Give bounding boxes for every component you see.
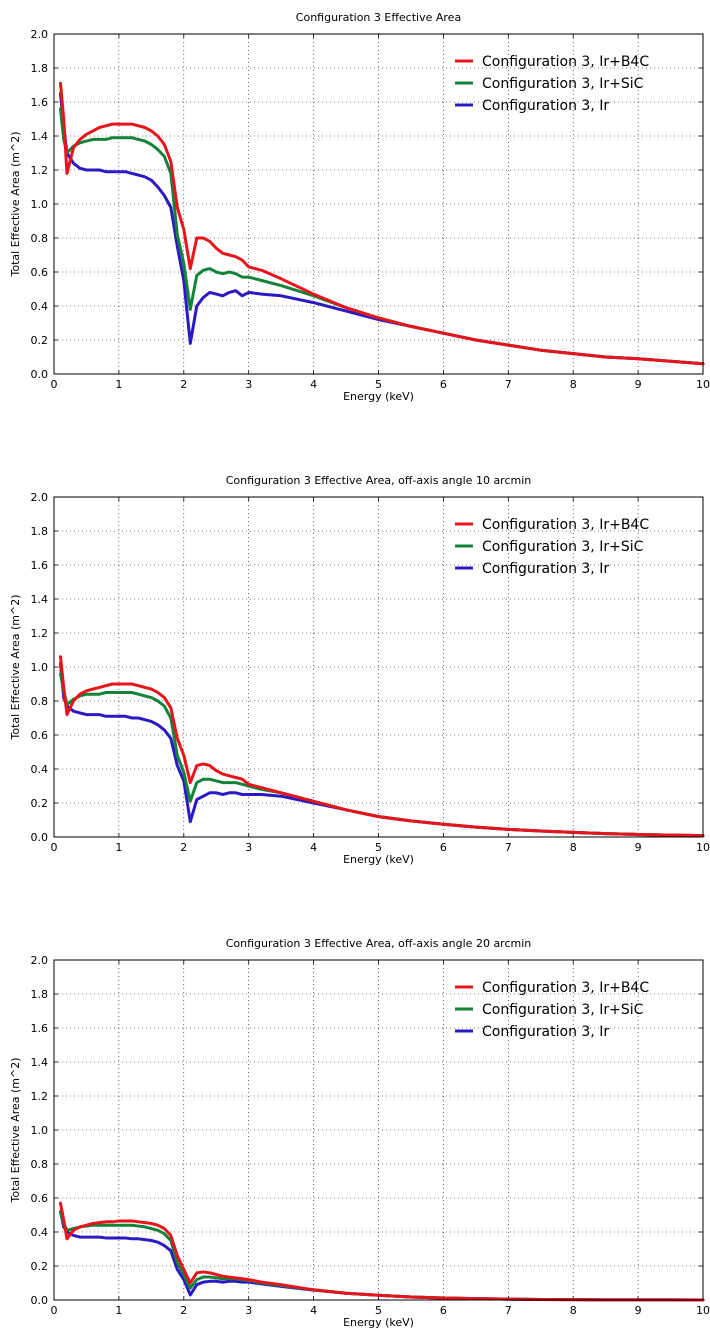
- legend-entry: Configuration 3, Ir+B4C: [482, 54, 649, 70]
- series-line-3: [58, 662, 705, 838]
- y-tick-label: 0.2: [31, 797, 49, 810]
- chart-panel-3: Configuration 3 Effective Area, off-axis…: [9, 937, 710, 1329]
- y-tick-label: 0.8: [31, 232, 49, 245]
- series-line-2: [58, 107, 705, 366]
- chart-title: Configuration 3 Effective Area, off-axis…: [226, 937, 532, 950]
- legend-entry: Configuration 3, Ir: [482, 561, 609, 577]
- x-tick-label: 4: [310, 841, 317, 854]
- series-line-1: [58, 655, 705, 838]
- y-tick-label: 0.2: [31, 1260, 49, 1273]
- plot-frame: [53, 33, 704, 375]
- x-tick-label: 4: [310, 378, 317, 391]
- legend-entry: Configuration 3, Ir: [482, 1024, 609, 1040]
- y-tick-label: 1.6: [31, 1022, 49, 1035]
- y-tick-label: 1.0: [31, 198, 49, 211]
- y-tick-label: 0.6: [31, 266, 49, 279]
- y-tick-label: 0.8: [31, 695, 49, 708]
- y-tick-label: 0.0: [31, 1294, 49, 1307]
- x-tick-label: 1: [115, 378, 122, 391]
- x-tick-label: 8: [570, 378, 577, 391]
- y-tick-label: 0.4: [31, 1226, 49, 1239]
- series-line-1: [58, 1201, 705, 1302]
- x-tick-label: 5: [375, 841, 382, 854]
- y-tick-label: 1.2: [31, 164, 49, 177]
- x-tick-label: 10: [696, 1304, 710, 1317]
- y-tick-label: 1.4: [31, 130, 49, 143]
- y-tick-label: 0.4: [31, 300, 49, 313]
- x-tick-label: 6: [440, 841, 447, 854]
- y-tick-label: 0.2: [31, 334, 49, 347]
- legend-entry: Configuration 3, Ir+SiC: [482, 1002, 644, 1018]
- x-tick-label: 5: [375, 1304, 382, 1317]
- plot-frame: [53, 496, 704, 838]
- x-axis-label: Energy (keV): [343, 853, 414, 866]
- x-tick-label: 6: [440, 378, 447, 391]
- x-tick-label: 3: [245, 841, 252, 854]
- y-tick-label: 2.0: [31, 491, 49, 504]
- x-tick-label: 0: [51, 841, 58, 854]
- x-tick-label: 7: [505, 841, 512, 854]
- x-tick-label: 2: [180, 1304, 187, 1317]
- series-line-2: [58, 672, 705, 838]
- x-tick-label: 2: [180, 378, 187, 391]
- x-tick-label: 7: [505, 378, 512, 391]
- y-tick-label: 1.8: [31, 525, 49, 538]
- y-tick-label: 1.4: [31, 1056, 49, 1069]
- legend-entry: Configuration 3, Ir+SiC: [482, 76, 644, 92]
- x-tick-label: 3: [245, 1304, 252, 1317]
- x-tick-label: 3: [245, 378, 252, 391]
- y-axis-label: Total Effective Area (m^2): [9, 132, 22, 278]
- y-tick-label: 1.8: [31, 988, 49, 1001]
- plot-frame: [53, 959, 704, 1301]
- y-tick-label: 0.6: [31, 1192, 49, 1205]
- x-tick-label: 5: [375, 378, 382, 391]
- x-tick-label: 4: [310, 1304, 317, 1317]
- legend-entry: Configuration 3, Ir+SiC: [482, 539, 644, 555]
- x-tick-label: 7: [505, 1304, 512, 1317]
- y-tick-label: 1.8: [31, 62, 49, 75]
- x-tick-label: 6: [440, 1304, 447, 1317]
- x-axis-label: Energy (keV): [343, 390, 414, 403]
- y-tick-label: 1.6: [31, 96, 49, 109]
- chart-title: Configuration 3 Effective Area: [296, 11, 461, 24]
- y-tick-label: 1.2: [31, 627, 49, 640]
- x-tick-label: 10: [696, 378, 710, 391]
- x-tick-label: 0: [51, 378, 58, 391]
- series-line-1: [58, 81, 705, 366]
- y-axis-label: Total Effective Area (m^2): [9, 1058, 22, 1204]
- y-tick-label: 1.0: [31, 1124, 49, 1137]
- x-tick-label: 9: [635, 841, 642, 854]
- x-tick-label: 2: [180, 841, 187, 854]
- chart-panel-1: Configuration 3 Effective Area 0 1 2 3 4 5 6 7 8 9…: [9, 11, 710, 403]
- x-tick-label: 1: [115, 841, 122, 854]
- y-axis-label: Total Effective Area (m^2): [9, 595, 22, 741]
- x-axis-label: Energy (keV): [343, 1316, 414, 1329]
- y-tick-label: 1.2: [31, 1090, 49, 1103]
- x-tick-label: 10: [696, 841, 710, 854]
- y-tick-label: 0.8: [31, 1158, 49, 1171]
- x-tick-label: 9: [635, 378, 642, 391]
- y-tick-label: 2.0: [31, 28, 49, 41]
- chart-panel-2: Configuration 3 Effective Area, off-axis…: [9, 474, 710, 866]
- x-tick-label: 8: [570, 1304, 577, 1317]
- y-tick-label: 0.0: [31, 368, 49, 381]
- y-tick-label: 0.6: [31, 729, 49, 742]
- legend-entry: Configuration 3, Ir+B4C: [482, 517, 649, 533]
- legend-entry: Configuration 3, Ir: [482, 98, 609, 114]
- x-tick-label: 1: [115, 1304, 122, 1317]
- y-tick-label: 0.0: [31, 831, 49, 844]
- x-tick-label: 9: [635, 1304, 642, 1317]
- chart-title: Configuration 3 Effective Area, off-axis…: [226, 474, 532, 487]
- x-tick-label: 8: [570, 841, 577, 854]
- y-tick-label: 1.4: [31, 593, 49, 606]
- legend-entry: Configuration 3, Ir+B4C: [482, 980, 649, 996]
- y-tick-label: 1.6: [31, 559, 49, 572]
- y-tick-label: 1.0: [31, 661, 49, 674]
- x-tick-label: 0: [51, 1304, 58, 1317]
- y-tick-label: 2.0: [31, 954, 49, 967]
- y-tick-label: 0.4: [31, 763, 49, 776]
